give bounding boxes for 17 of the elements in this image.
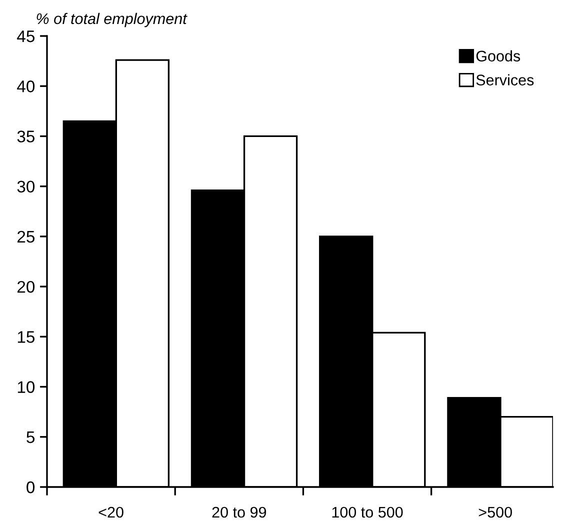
y-tick-label: 0	[26, 481, 35, 494]
legend-label: Services	[476, 74, 534, 86]
y-tick-label: 35	[17, 130, 34, 142]
y-tick-label: 20	[17, 280, 35, 293]
y-tick-label: 45	[17, 30, 34, 42]
legend-label: Goods	[476, 50, 520, 62]
x-tick-label: <20	[98, 506, 124, 518]
y-tick-label: 40	[17, 80, 35, 92]
y-axis-title: % of total employment	[36, 12, 188, 28]
x-tick-label: 100 to 500	[332, 506, 403, 518]
y-tick-label: 5	[26, 431, 34, 444]
y-tick-label: 10	[18, 381, 35, 393]
y-tick-label: 25	[17, 230, 34, 243]
x-tick-label: 20 to 99	[212, 506, 266, 518]
y-tick-label: 15	[18, 331, 34, 343]
x-tick-label: >500	[478, 506, 512, 518]
y-tick-label: 30	[17, 180, 35, 193]
